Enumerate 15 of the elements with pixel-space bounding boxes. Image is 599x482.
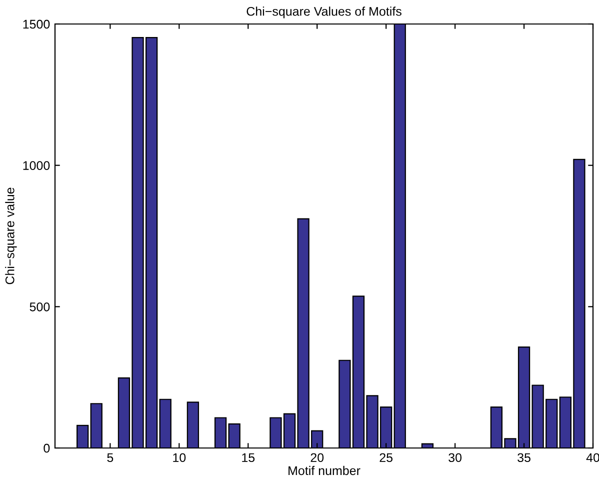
y-tick-label: 1000 xyxy=(23,161,50,170)
y-axis-title: Chi−square value xyxy=(5,188,17,284)
x-tick-label: 25 xyxy=(380,453,393,462)
y-tick-label: 0 xyxy=(44,444,50,453)
y-tick-label: 500 xyxy=(30,302,50,312)
x-tick-label: 35 xyxy=(518,453,530,462)
x-tick-label: 10 xyxy=(173,453,186,462)
chart-title: Chi−square Values of Motifs xyxy=(246,6,402,18)
x-axis-title: Motif number xyxy=(288,466,360,476)
x-tick-label: 5 xyxy=(107,453,114,462)
x-tick-label: 20 xyxy=(310,453,324,462)
x-tick-label: 30 xyxy=(448,453,462,462)
y-tick-label: 1500 xyxy=(23,20,50,29)
x-tick-label: 15 xyxy=(242,453,255,462)
x-tick-label: 40 xyxy=(586,453,599,462)
